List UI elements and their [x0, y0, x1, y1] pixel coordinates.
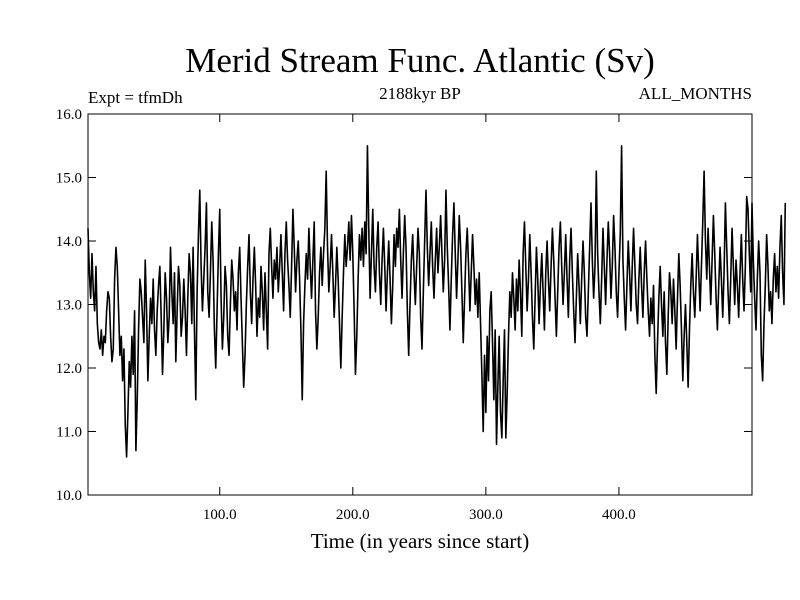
experiment-label: Expt = tfmDh	[88, 88, 183, 107]
y-tick-label: 15.0	[56, 171, 82, 187]
x-tick-label: 100.0	[203, 507, 237, 523]
y-axis: 10.0 11.0 12.0 13.0 14.0 15.0 16.0	[56, 107, 752, 504]
y-tick-label: 13.0	[56, 298, 82, 314]
y-tick-label: 16.0	[56, 107, 82, 123]
series-line	[87, 144, 787, 458]
period-label: 2188kyr BP	[379, 84, 461, 103]
x-tick-label: 400.0	[602, 507, 636, 523]
series-layer	[87, 144, 787, 458]
y-tick-label: 10.0	[56, 488, 82, 504]
y-tick-label: 11.0	[56, 425, 82, 441]
x-axis: 100.0 200.0 300.0 400.0	[203, 114, 636, 523]
y-tick-label: 12.0	[56, 361, 82, 377]
chart-title: Merid Stream Func. Atlantic (Sv)	[185, 41, 655, 80]
x-axis-label: Time (in years since start)	[311, 529, 530, 553]
months-label: ALL_MONTHS	[639, 84, 752, 103]
x-tick-label: 200.0	[336, 507, 370, 523]
y-tick-label: 14.0	[56, 234, 82, 250]
x-tick-label: 300.0	[469, 507, 503, 523]
